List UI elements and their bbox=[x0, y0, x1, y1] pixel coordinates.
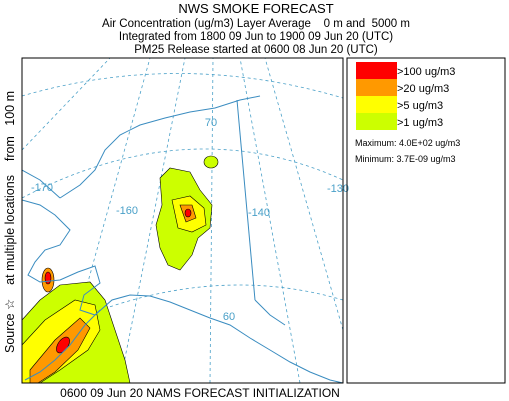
legend-label: >1 ug/m3 bbox=[397, 117, 443, 129]
map-label: -130 bbox=[327, 183, 349, 195]
maximum: Maximum: 4.0E+02 ug/m3 bbox=[355, 138, 460, 148]
legend-swatch bbox=[356, 62, 397, 79]
subtitle: Air Concentration (ug/m3) Layer Average … bbox=[102, 18, 410, 30]
legend-swatch bbox=[356, 96, 397, 113]
subtitle: PM25 Release started at 0600 08 Jun 20 (… bbox=[134, 44, 378, 56]
legend-label: >100 ug/m3 bbox=[397, 66, 455, 78]
minimum: Minimum: 3.7E-09 ug/m3 bbox=[355, 154, 456, 164]
legend-label: >20 ug/m3 bbox=[397, 83, 449, 95]
title: NWS SMOKE FORECAST bbox=[178, 1, 333, 16]
footer: 0600 09 Jun 20 NAMS FORECAST INITIALIZAT… bbox=[60, 386, 340, 400]
source-label: Source ☆ at multiple locations from 100 … bbox=[3, 91, 17, 353]
legend: >100 ug/m3 >20 ug/m3 >5 ug/m3 >1 ug/m3 bbox=[356, 62, 455, 130]
subtitle: Integrated from 1800 09 Jun to 1900 09 J… bbox=[119, 31, 393, 43]
legend-swatch bbox=[356, 79, 397, 96]
map-label: -170 bbox=[31, 182, 53, 194]
smoke-plumes bbox=[22, 155, 219, 383]
map-label: -160 bbox=[116, 205, 138, 217]
coastline bbox=[22, 95, 343, 383]
map bbox=[21, 57, 344, 384]
legend-swatch bbox=[356, 113, 397, 130]
legend-box bbox=[346, 57, 506, 384]
legend-label: >5 ug/m3 bbox=[397, 100, 443, 112]
map-label: 70 bbox=[205, 117, 217, 129]
map-label: 60 bbox=[223, 311, 235, 323]
map-label: -140 bbox=[248, 207, 270, 219]
map-labels: 70 -170 -160 -140 -130 60 bbox=[31, 117, 349, 323]
